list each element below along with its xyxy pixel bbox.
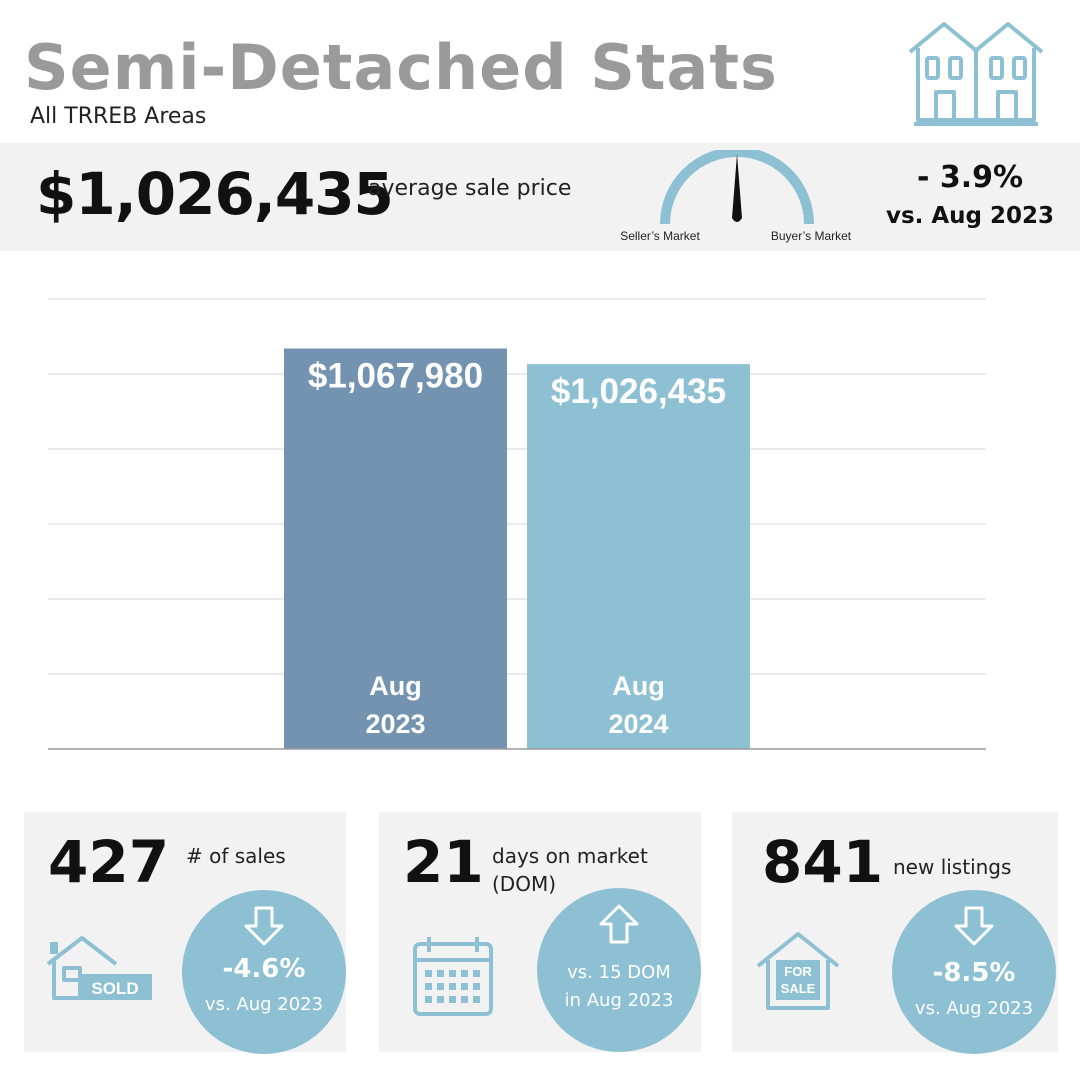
gauge-left-label: Seller’s Market [620,229,700,243]
bar-category-label: 2024 [608,709,668,739]
bar-aug-2024 [527,364,750,749]
chart-bars: $1,067,980 Aug 2023 $1,026,435 Aug 2024 [284,348,750,749]
listings-card: 841 new listings FOR SALE -8.5% vs. Aug … [732,812,1058,1054]
sold-house-icon: SOLD [46,936,152,1000]
average-sale-price-label: average sale price [368,176,572,201]
page-title: Semi-Detached Stats [24,31,778,104]
sales-count: 427 [48,828,170,896]
chart-grid [48,298,986,675]
arrow-down-icon [244,906,284,946]
sales-label: # of sales [186,844,286,868]
sales-change-badge: -4.6% vs. Aug 2023 [182,890,346,1054]
price-change-percent: - 3.9% [916,160,1024,195]
listings-change-comparison: vs. Aug 2023 [914,998,1034,1019]
svg-text:FOR: FOR [784,964,812,979]
arrow-up-icon [599,904,639,944]
price-summary-band [0,143,1080,251]
bar-category-label: Aug [369,671,421,701]
page-subtitle: All TRREB Areas [30,104,207,129]
listings-change-percent: -8.5% [932,958,1016,988]
dom-card: 21 days on market (DOM) vs. 15 DOM in Au… [379,812,701,1052]
sales-change-percent: -4.6% [222,954,306,984]
gauge-needle [732,154,742,222]
dom-label: days on market (DOM) [492,844,648,896]
listings-change-badge: -8.5% vs. Aug 2023 [892,890,1056,1054]
market-gauge: Seller’s Market Buyer’s Market [620,150,852,243]
bar-value-label: $1,026,435 [551,372,726,411]
calendar-icon [413,937,493,1016]
dom-change-badge: vs. 15 DOM in Aug 2023 [537,888,701,1052]
average-sale-price: $1,026,435 [36,160,394,228]
price-bar-chart: $1,067,980 Aug 2023 $1,026,435 Aug 2024 [48,298,986,750]
arrow-down-icon [954,906,994,946]
dom-count: 21 [403,828,484,896]
gauge-right-label: Buyer’s Market [771,229,852,243]
price-change-comparison: vs. Aug 2023 [885,203,1055,229]
svg-text:SOLD: SOLD [91,979,138,998]
bar-aug-2023 [284,348,507,749]
bar-category-label: 2023 [365,709,425,739]
semi-detached-house-icon [908,22,1044,126]
gauge-arc [660,150,814,225]
bar-value-label: $1,067,980 [308,357,483,396]
bar-category-label: Aug [612,671,664,701]
listings-count: 841 [762,828,884,896]
dom-change-line1: vs. 15 DOM [567,962,671,983]
listings-label: new listings [893,855,1012,879]
dom-change-line2: in Aug 2023 [564,990,674,1011]
svg-text:SALE: SALE [781,981,816,996]
for-sale-house-icon: FOR SALE [756,932,840,1010]
sales-card: 427 # of sales SOLD -4.6% vs. Aug 2023 [24,812,346,1054]
sales-change-comparison: vs. Aug 2023 [204,994,324,1015]
